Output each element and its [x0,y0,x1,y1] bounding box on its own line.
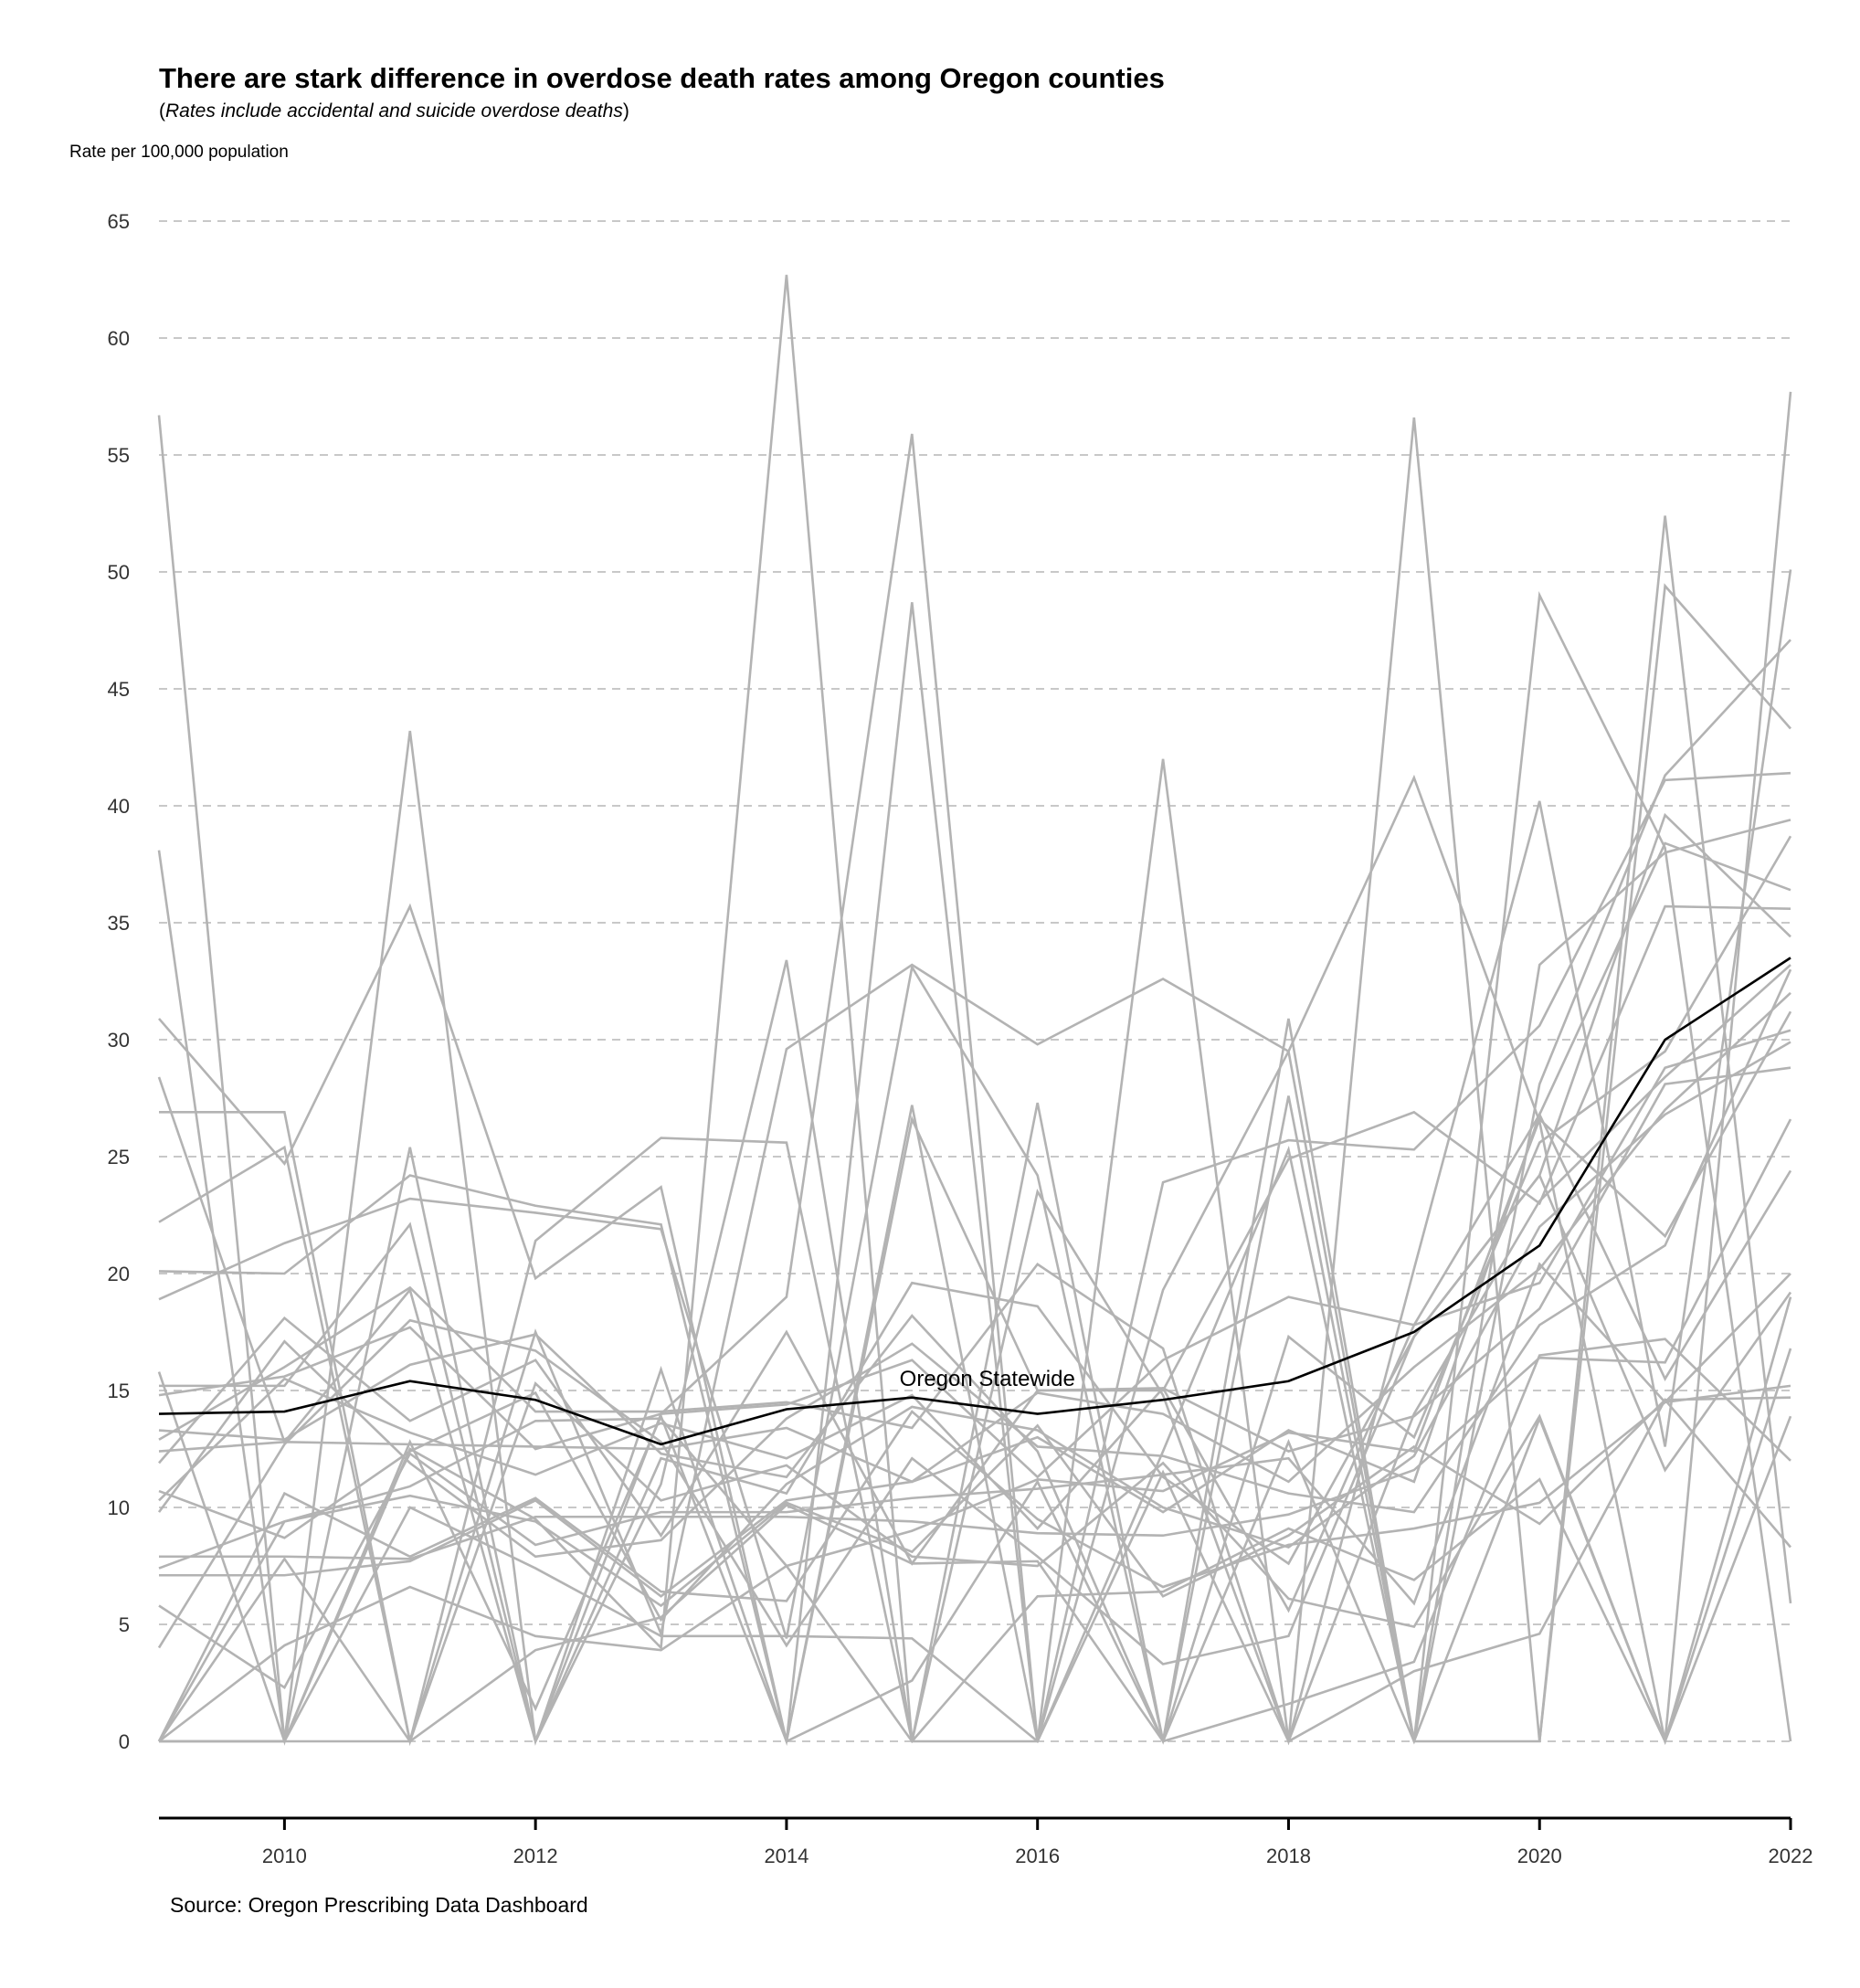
statewide-line [158,957,1791,1446]
county-line-30 [159,1296,1792,1746]
county-line-16 [158,1041,1791,1623]
chart-subtitle: (Rates include accidental and suicide ov… [159,100,629,122]
subtitle-text: Rates include accidental and suicide ove… [165,100,623,122]
x-tick-label: 2020 [1517,1845,1562,1867]
chart-title: There are stark difference in overdose d… [159,62,1165,94]
y-tick-label: 30 [108,1029,130,1052]
y-tick-label: 20 [108,1263,130,1285]
county-line-3 [158,391,1792,1742]
county-line-17 [158,1066,1791,1530]
county-line-7 [158,771,1791,1742]
county-line-27 [158,1348,1792,1745]
x-tick-label: 2016 [1015,1845,1060,1867]
source-caption: Source: Oregon Prescribing Data Dashboar… [170,1893,588,1917]
y-tick-label: 0 [119,1730,130,1753]
gridlines [159,220,1791,1742]
x-tick-label: 2022 [1769,1845,1813,1867]
county-line-29 [159,1397,1791,1744]
county-line-12 [158,835,1792,1745]
x-tick-label: 2012 [513,1845,558,1867]
county-line-24 [157,1384,1791,1742]
x-tick-label: 2010 [262,1845,307,1867]
county-line-2 [157,417,1792,1742]
county-lines [157,274,1792,1747]
y-tick-label: 15 [108,1380,130,1402]
x-axis: 2010 2012 2014 2016 2018 2020 2022 [159,1816,1813,1867]
y-tick-label: 25 [108,1146,130,1168]
county-line-10 [159,812,1791,1746]
y-tick-label: 60 [108,327,130,350]
county-line-23 [157,1172,1792,1665]
y-tick-label: 50 [108,561,130,584]
county-line-8 [158,819,1791,1742]
county-line-22 [158,1262,1791,1689]
county-line-6 [158,583,1791,1747]
y-tick-label: 55 [108,444,130,467]
subtitle-close-paren: ) [622,100,629,122]
x-tick-label: 2018 [1266,1845,1311,1867]
statewide-line-group [158,957,1791,1446]
y-axis-label: Rate per 100,000 population [69,143,289,162]
y-axis-ticks: 0 5 10 15 20 25 30 35 40 45 50 55 60 65 [108,210,130,1753]
county-line-9 [157,904,1791,1747]
y-tick-label: 40 [108,795,130,818]
statewide-annotation: Oregon Statewide [900,1367,1075,1391]
county-line-15 [158,1029,1791,1613]
county-line-25 [157,1396,1791,1742]
y-tick-label: 10 [108,1496,130,1519]
y-tick-label: 35 [108,912,130,935]
y-tick-label: 45 [108,678,130,701]
county-line-14 [158,991,1791,1484]
county-line-21 [159,1111,1792,1598]
subtitle-open-paren: ( [159,100,165,122]
county-line-18 [157,968,1792,1559]
y-tick-label: 65 [108,210,130,233]
y-tick-label: 5 [119,1613,130,1636]
county-line-13 [158,964,1791,1745]
x-tick-label: 2014 [764,1845,808,1867]
county-line-28 [159,1338,1791,1743]
